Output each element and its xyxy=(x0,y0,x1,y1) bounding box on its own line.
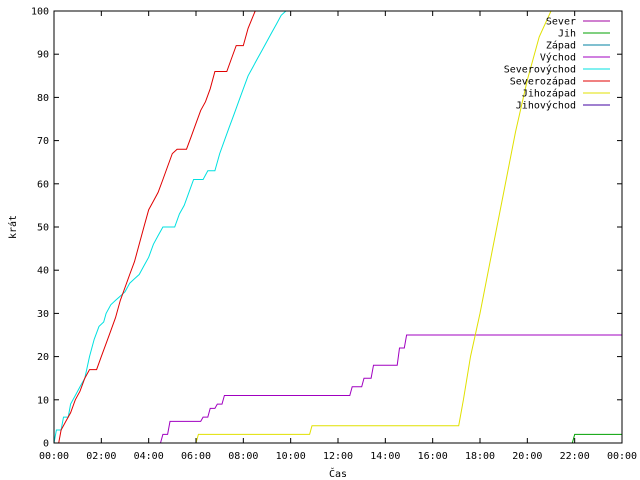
y-tick-label: 10 xyxy=(37,395,49,406)
x-tick-label: 00:00 xyxy=(39,451,69,462)
x-tick-label: 20:00 xyxy=(512,451,542,462)
series-line xyxy=(160,334,622,444)
y-tick-label: 20 xyxy=(37,352,49,363)
y-tick-label: 80 xyxy=(37,93,49,104)
series-line xyxy=(53,10,293,444)
series-line xyxy=(195,10,622,444)
legend-label: Jihovýchod xyxy=(516,100,576,112)
x-tick-label: 14:00 xyxy=(370,451,400,462)
series-line xyxy=(54,10,260,444)
x-tick-label: 04:00 xyxy=(134,451,164,462)
legend-label: Východ xyxy=(540,52,576,64)
y-tick-label: 30 xyxy=(37,309,49,320)
x-tick-label: 08:00 xyxy=(228,451,258,462)
x-tick-label: 12:00 xyxy=(323,451,353,462)
legend-label: Sever xyxy=(546,17,576,28)
y-tick-label: 40 xyxy=(37,266,49,277)
ticks-layer: 00:00 02:00 04:00 06:00 08:00 10:00 12:00 14:00… xyxy=(31,7,637,463)
x-tick-label: 18:00 xyxy=(465,451,495,462)
x-tick-label: 02:00 xyxy=(86,451,116,462)
y-tick-label: 50 xyxy=(37,223,49,234)
x-axis-label: Čas xyxy=(329,467,347,480)
y-tick-label: 90 xyxy=(37,50,49,61)
series-line xyxy=(571,433,622,444)
legend-label: Západ xyxy=(546,40,576,52)
y-tick-label: 60 xyxy=(37,179,49,190)
series-layer xyxy=(53,10,622,444)
legend-label: Jih xyxy=(558,29,576,40)
legend-label: Jihozápad xyxy=(522,88,576,100)
x-tick-label: 10:00 xyxy=(276,451,306,462)
y-tick-label: 0 xyxy=(43,439,49,450)
x-tick-label: 22:00 xyxy=(560,451,590,462)
x-tick-label: 00:00 xyxy=(607,451,637,462)
y-tick-label: 70 xyxy=(37,136,49,147)
legend-label: Severozápad xyxy=(510,76,576,88)
legend: SeverJihZápadVýchodSeverovýchodSeverozáp… xyxy=(504,17,610,112)
x-tick-label: 16:00 xyxy=(418,451,448,462)
y-tick-label: 100 xyxy=(31,7,49,18)
x-tick-label: 06:00 xyxy=(181,451,211,462)
legend-label: Severovýchod xyxy=(504,64,576,76)
y-axis-label: krát xyxy=(7,215,19,239)
